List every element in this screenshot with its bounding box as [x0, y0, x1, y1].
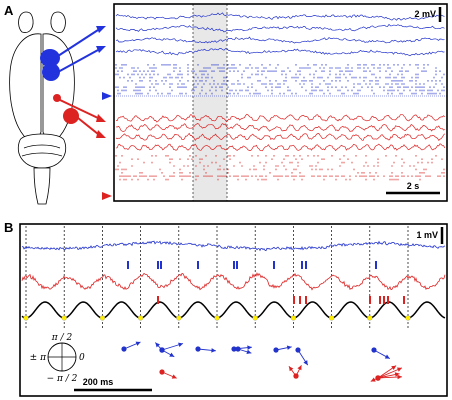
phase-trough-marker — [290, 315, 297, 321]
arrowhead-blue-2 — [96, 46, 106, 53]
phase-vectors — [121, 341, 403, 382]
lfp-trace-blue — [115, 12, 445, 21]
hemisphere-left — [9, 33, 42, 140]
panel-letter-a: A — [4, 3, 14, 18]
spike-raster-blue — [117, 89, 445, 92]
recording-site-red-large — [63, 108, 79, 124]
lfp-trace-blue — [115, 23, 445, 33]
lfp-trace-red — [115, 132, 446, 142]
phase-vector-head — [247, 345, 252, 350]
arrows-blue — [57, 29, 99, 73]
lfp-trace-red — [115, 113, 446, 123]
phase-trough-marker — [405, 315, 411, 321]
spike-raster-blue — [115, 67, 437, 69]
phase-vector-head — [391, 365, 397, 370]
phase-vector-head — [303, 360, 308, 366]
marker-blue-units — [102, 92, 112, 100]
lfp-trace-blue — [115, 36, 445, 44]
phase-vector-head — [396, 367, 402, 372]
phase-vector-head — [171, 374, 177, 379]
cerebellum — [17, 133, 67, 169]
phase-vector-head — [135, 341, 141, 346]
phase-label-top: π / 2 — [51, 333, 73, 343]
brainstem — [33, 167, 51, 205]
olfactory-bulb-right — [50, 11, 66, 33]
olfactory-bulb-left — [18, 11, 34, 33]
scale-label-voltage-a: 2 mV — [414, 9, 436, 19]
spike-raster-blue — [135, 83, 443, 85]
panel-a-frame — [113, 3, 448, 202]
spike-raster-blue — [115, 64, 429, 66]
phase-vector-head — [384, 354, 390, 359]
lfp-trace-blue — [115, 48, 445, 57]
recording-site-blue-lower — [42, 63, 60, 81]
spike-raster-red — [117, 165, 415, 167]
highlight-window — [193, 4, 227, 201]
spike-raster-blue — [115, 86, 445, 88]
scale-label-time-b: 200 ms — [83, 377, 114, 387]
spike-raster-red — [119, 175, 445, 177]
phase-trough-marker — [23, 315, 29, 321]
reference-oscillation — [21, 301, 446, 319]
spike-raster-blue — [117, 92, 441, 95]
lfp-trace-red — [115, 143, 446, 152]
phase-vector-head — [246, 349, 252, 354]
phase-trough-marker — [252, 315, 258, 321]
spike-raster-blue — [119, 76, 443, 79]
arrowhead-red-2 — [96, 130, 106, 138]
arrowhead-red-1 — [96, 114, 106, 122]
arrows-red — [59, 99, 99, 135]
panel-a-traces — [114, 12, 447, 181]
phase-guide-lines — [25, 226, 409, 330]
phase-label-bottom: − π / 2 — [47, 374, 78, 384]
phase-trough-marker — [99, 315, 106, 321]
phase-vector-head — [297, 365, 302, 371]
spike-raster-blue — [115, 73, 445, 76]
phase-trough-marker — [176, 315, 182, 321]
spike-raster-red — [119, 178, 421, 181]
phase-vector-head — [394, 372, 400, 377]
phase-vector-head — [286, 345, 292, 350]
panel-b-traces — [21, 240, 446, 321]
lfp-trace-blue-b — [21, 240, 446, 252]
phase-vector-head — [155, 342, 160, 348]
spike-raster-red — [131, 158, 443, 160]
panel-b-frame — [19, 223, 448, 397]
lfp-trace-red-b — [21, 272, 446, 291]
phase-trough-marker — [329, 315, 335, 321]
phase-label-right: 0 — [79, 353, 85, 363]
phase-trough-marker — [61, 315, 67, 321]
spike-raster-blue — [127, 80, 441, 82]
recording-site-red-small — [53, 94, 61, 102]
phase-vector-head — [178, 342, 184, 347]
spike-raster-blue — [117, 70, 441, 72]
marker-red-units — [102, 192, 112, 200]
spike-raster-red — [119, 161, 433, 164]
phase-trough-marker — [214, 315, 220, 321]
lfp-trace-red — [115, 122, 445, 132]
phase-vector-head — [370, 377, 376, 382]
phase-vector-head — [288, 366, 294, 372]
phase-trough-marker — [367, 315, 373, 321]
phase-label-left: ± π — [30, 353, 47, 363]
recording-site-blue-upper — [40, 49, 60, 67]
phase-circle — [47, 342, 77, 372]
arrowhead-blue-1 — [96, 26, 106, 33]
spike-raster-red — [115, 155, 437, 157]
phase-vector-head — [397, 374, 402, 380]
scale-label-voltage-b: 1 mV — [416, 230, 438, 240]
scale-label-time-a: 2 s — [407, 181, 420, 191]
phase-trough-marker — [138, 315, 144, 321]
cerebellum-folds — [21, 144, 63, 157]
spike-raster-red — [121, 172, 445, 174]
spike-raster-red — [115, 168, 445, 171]
phase-vector-head — [169, 352, 175, 357]
panel-letter-b: B — [4, 220, 14, 235]
phase-vector-head — [211, 348, 216, 353]
brain-schematic — [9, 11, 75, 205]
